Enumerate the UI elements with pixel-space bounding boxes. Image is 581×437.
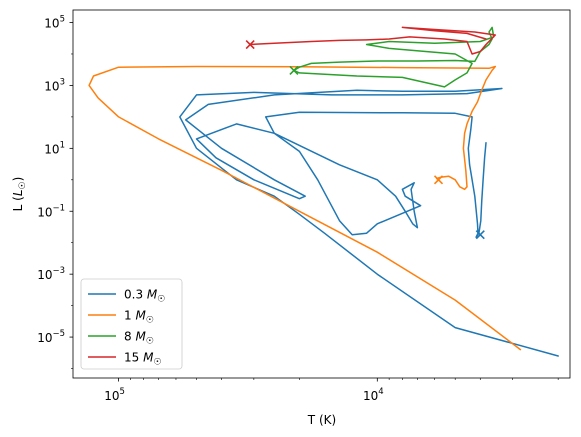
end-marker-0-3-msun	[475, 230, 485, 240]
legend-entry-8-msun: 8 M☉	[88, 330, 154, 347]
series-line-8-msun	[293, 26, 495, 88]
series-line-1-msun	[88, 65, 522, 351]
x-tick-label: 104	[363, 387, 384, 403]
y-tick-label: 103	[44, 77, 65, 93]
end-marker-1-msun	[433, 175, 444, 185]
series-line-15-msun	[249, 26, 497, 55]
plot-frame	[72, 9, 571, 379]
legend-label: 8 M☉	[124, 330, 154, 347]
legend-entry-15-msun: 15 M☉	[88, 351, 162, 368]
y-tick-label: 105	[44, 15, 65, 31]
y-axis-label: L (L☉)	[11, 177, 28, 212]
legend-label: 15 M☉	[124, 351, 162, 368]
y-tick-label: 10−5	[37, 329, 65, 345]
y-tick-label: 101	[44, 140, 65, 156]
series-line-0-3-msun	[179, 87, 559, 357]
end-marker-15-msun	[245, 39, 255, 50]
x-axis-ticks: 105 104	[104, 378, 559, 403]
x-axis-label: T (K)	[307, 413, 336, 427]
legend-label: 0.3 M☉	[124, 288, 165, 305]
y-axis-ticks: 10−5 10−3 10−1 101 103 105	[37, 15, 73, 369]
end-marker-8-msun	[289, 65, 299, 75]
series-layer	[88, 26, 559, 357]
marker-layer	[245, 39, 485, 240]
legend-box	[80, 278, 183, 370]
x-tick-label: 105	[104, 387, 125, 403]
legend-entry-1-msun: 1 M☉	[88, 309, 154, 326]
legend-label: 1 M☉	[124, 309, 154, 326]
y-tick-label: 10−1	[37, 203, 65, 219]
legend-entry-0-3-msun: 0.3 M☉	[88, 288, 165, 305]
y-tick-label: 10−3	[37, 266, 65, 282]
legend: 0.3 M☉ 1 M☉ 8 M☉ 15 M☉	[80, 278, 183, 370]
